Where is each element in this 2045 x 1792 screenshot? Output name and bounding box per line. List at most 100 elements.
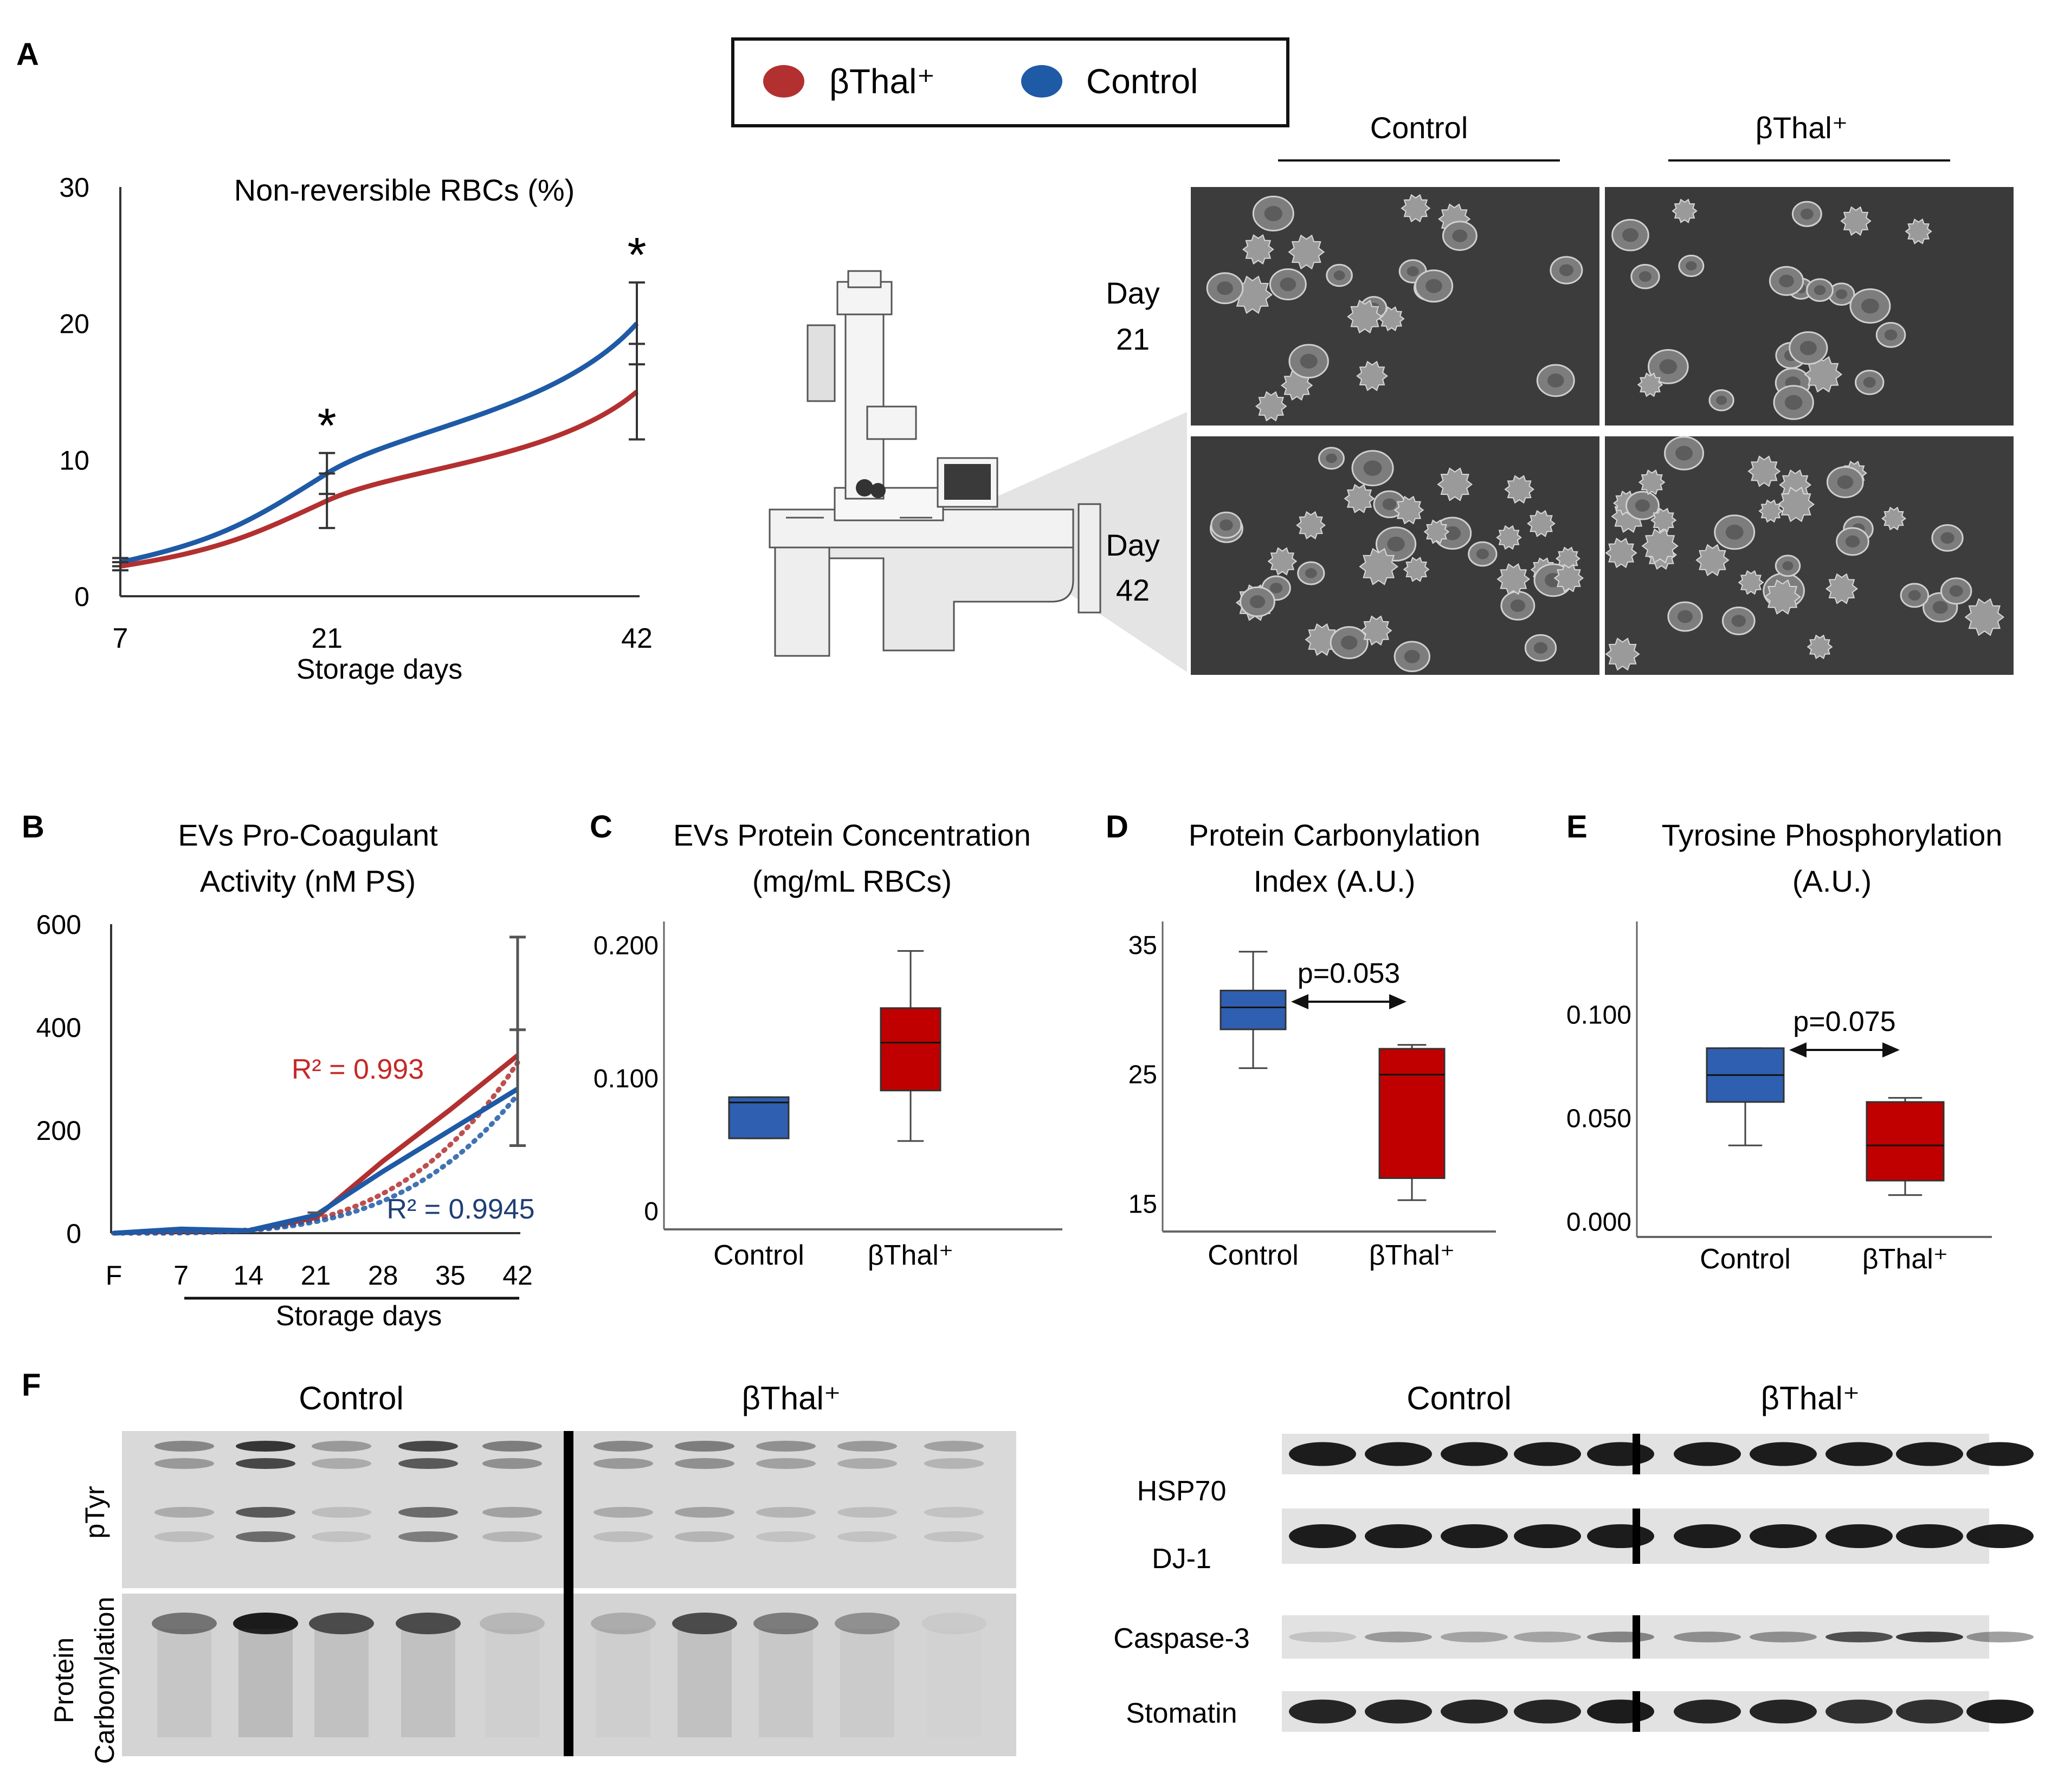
chart-b-xtick: F bbox=[106, 1260, 122, 1291]
blot-band-ptyr bbox=[482, 1531, 542, 1542]
sem-echinocyte bbox=[1758, 499, 1783, 523]
chart-a-ytick: 10 bbox=[59, 445, 89, 475]
sem-discocyte-center bbox=[1659, 359, 1678, 375]
sem-echinocyte bbox=[1825, 573, 1859, 604]
sem-echinocyte bbox=[1496, 525, 1522, 550]
blot-band-ptyr bbox=[756, 1441, 816, 1452]
chart-b-xtick: 21 bbox=[301, 1260, 331, 1291]
sem-discocyte-center bbox=[1444, 526, 1461, 540]
blot-lane-smear bbox=[157, 1629, 211, 1737]
blot-band-ptyr bbox=[924, 1458, 984, 1469]
legend: βThal⁺ Control bbox=[731, 37, 1289, 127]
chart-b-xtick: 35 bbox=[435, 1260, 466, 1291]
chart-d-ytick: 25 bbox=[1128, 1061, 1157, 1090]
sem-echinocyte bbox=[1840, 206, 1872, 236]
blot-left-header-bthal: βThal⁺ bbox=[742, 1380, 841, 1416]
blot-band-ptyr bbox=[236, 1531, 295, 1542]
sem-echinocyte bbox=[1637, 372, 1663, 397]
chart-a-xtick: 42 bbox=[621, 623, 653, 654]
chart-b-xtick: 42 bbox=[502, 1260, 533, 1291]
blot-band-ptyr bbox=[482, 1441, 542, 1452]
sem-echinocyte bbox=[1347, 299, 1383, 334]
sem-discocyte-center bbox=[1559, 264, 1573, 276]
sem-echinocyte bbox=[1288, 234, 1325, 270]
sem-echinocyte bbox=[1641, 528, 1679, 564]
blot-divider bbox=[564, 1431, 573, 1756]
chart-c-title-line-1: EVs Protein Concentration bbox=[673, 818, 1031, 852]
legend-label-control: Control bbox=[1086, 62, 1198, 101]
chart-e-ytick: 0.000 bbox=[1566, 1208, 1631, 1236]
blot-row-label-ptyr: pTyr bbox=[80, 1486, 110, 1538]
blot-band-stomatin bbox=[1674, 1699, 1741, 1724]
blot-right-label-caspase3: Caspase-3 bbox=[1113, 1623, 1249, 1654]
blot-band-ptyr bbox=[837, 1531, 897, 1542]
sem-echinocyte bbox=[1764, 579, 1801, 615]
sem-echinocyte bbox=[1344, 484, 1375, 513]
sem-echinocyte bbox=[1496, 563, 1531, 595]
sem-discocyte-center bbox=[1249, 595, 1266, 609]
sem-echinocyte bbox=[1401, 194, 1431, 223]
blot-band-ptyr bbox=[593, 1531, 653, 1542]
sem-echinocyte bbox=[1964, 598, 2005, 636]
sem-discocyte-center bbox=[1305, 568, 1317, 578]
blot-band-caspase3 bbox=[1365, 1632, 1432, 1642]
sem-discocyte-center bbox=[1510, 599, 1526, 612]
blot-right-header-bthal: βThal⁺ bbox=[1761, 1380, 1860, 1416]
blot-band-caspase3 bbox=[1514, 1632, 1581, 1642]
blot-right-label-hsp70: HSP70 bbox=[1137, 1475, 1227, 1507]
blot-band-ptyr bbox=[398, 1531, 458, 1542]
sem-discocyte-center bbox=[1908, 590, 1921, 601]
sem-echinocyte bbox=[1807, 634, 1833, 660]
chart-b-ytick: 0 bbox=[66, 1219, 81, 1249]
blot-divider bbox=[1633, 1434, 1640, 1474]
sem-echinocyte bbox=[1403, 557, 1430, 582]
panel-f-letter: F bbox=[22, 1368, 41, 1403]
blot-band-carbonylation bbox=[753, 1613, 818, 1634]
sem-echinocyte bbox=[1650, 507, 1677, 533]
blot-band-carbonylation bbox=[921, 1613, 986, 1634]
electron-microscope-icon bbox=[769, 270, 1187, 672]
sem-echinocyte bbox=[1423, 519, 1450, 544]
blot-band-ptyr bbox=[482, 1458, 542, 1469]
chart-a-title: Non-reversible RBCs (%) bbox=[234, 173, 575, 207]
blot-band-dj1 bbox=[1289, 1524, 1356, 1548]
blot-band-caspase3 bbox=[1825, 1632, 1893, 1642]
sem-row-label-day21-a: Day bbox=[1106, 276, 1160, 310]
blot-band-carbonylation bbox=[309, 1613, 374, 1634]
sem-echinocyte bbox=[1360, 615, 1392, 646]
blot-band-stomatin bbox=[1514, 1699, 1581, 1724]
sem-echinocyte bbox=[1305, 623, 1339, 656]
sem-discocyte-center bbox=[1407, 266, 1419, 276]
chart-e-ytick: 0.050 bbox=[1566, 1105, 1631, 1133]
chart-c-ytick: 0.100 bbox=[593, 1065, 659, 1093]
blot-band-dj1 bbox=[1587, 1524, 1654, 1548]
blot-band-stomatin bbox=[1750, 1699, 1817, 1724]
blot-band-stomatin bbox=[1966, 1699, 2034, 1724]
chart-d-arrow-head bbox=[1389, 994, 1407, 1009]
blot-band-ptyr bbox=[675, 1441, 734, 1452]
legend-swatch-bthal bbox=[763, 65, 804, 98]
blot-band-ptyr bbox=[482, 1507, 542, 1518]
sem-discocyte-center bbox=[1219, 519, 1233, 531]
sem-echinocyte bbox=[1356, 360, 1388, 391]
blot-divider bbox=[1633, 1509, 1640, 1564]
blot-lane-smear bbox=[401, 1629, 455, 1737]
chart-a-series-control bbox=[120, 321, 639, 565]
chart-b-fit-control bbox=[111, 1092, 520, 1236]
chart-a-ytick: 30 bbox=[59, 172, 89, 203]
blot-band-ptyr bbox=[837, 1507, 897, 1518]
chart-b-title-line-2: Activity (nM PS) bbox=[200, 864, 416, 898]
chart-d-title-line-2: Index (A.U.) bbox=[1254, 864, 1416, 898]
blot-band-ptyr bbox=[924, 1507, 984, 1518]
sem-echinocyte bbox=[1672, 198, 1698, 223]
chart-e-arrow-head bbox=[1789, 1042, 1807, 1058]
chart-d: Protein Carbonylation Index (A.U.) 15 25 35 C… bbox=[1128, 818, 1496, 1271]
blot-band-hsp70 bbox=[1514, 1442, 1581, 1466]
sem-discocyte-center bbox=[1425, 279, 1442, 293]
blot-band-carbonylation bbox=[672, 1613, 737, 1634]
sem-discocyte-center bbox=[1333, 270, 1345, 280]
blot-band-ptyr bbox=[756, 1507, 816, 1518]
sem-discocyte-center bbox=[1799, 340, 1817, 356]
sem-discocyte-center bbox=[1387, 536, 1405, 552]
blot-band-carbonylation bbox=[480, 1613, 545, 1634]
